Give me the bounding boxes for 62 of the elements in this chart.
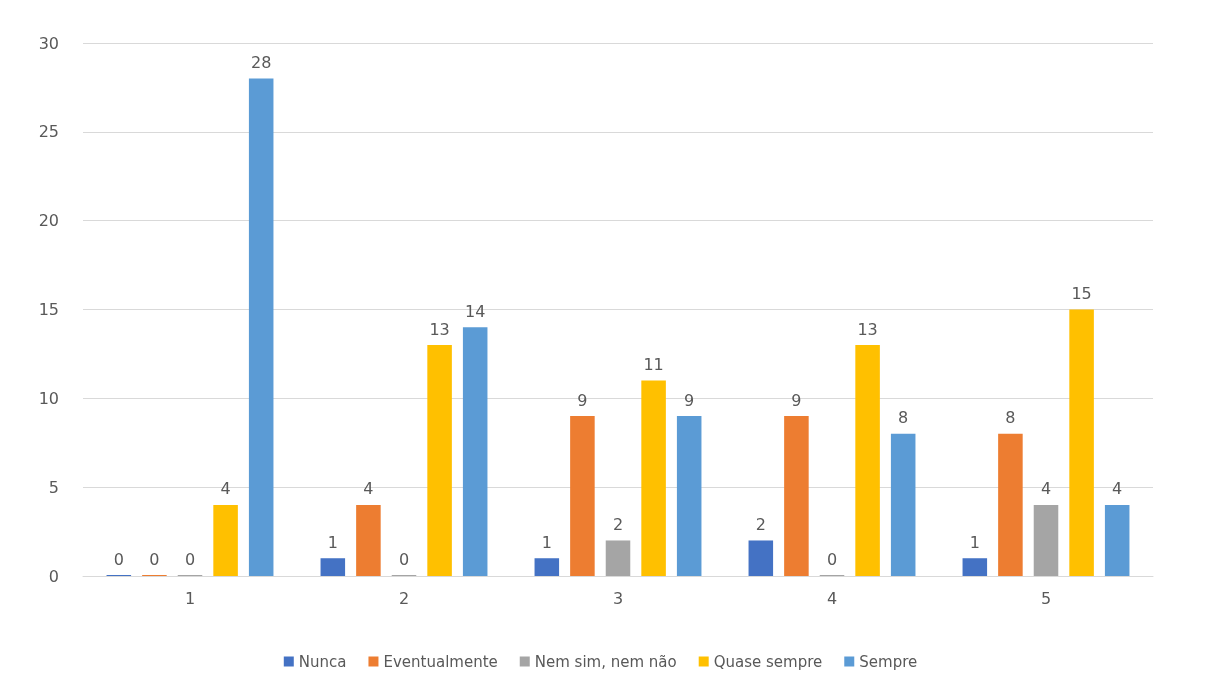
data-label: 8 [898,408,909,428]
data-label: 4 [220,479,231,499]
bar [676,416,702,576]
bar [998,433,1023,576]
data-label: 2 [755,514,766,534]
data-label: 0 [398,549,410,569]
x-tick-label: 5 [1040,588,1052,608]
data-label: 0 [184,549,196,569]
data-label: 9 [684,390,695,410]
bar [962,558,988,576]
data-label: 0 [149,549,160,569]
bar [784,416,809,576]
data-label: 11 [643,355,664,375]
bar [605,540,631,576]
data-label: 0 [826,549,838,569]
bar [248,78,274,576]
legend-label: Eventualmente [383,652,498,671]
bar [890,433,916,576]
bar [534,558,560,576]
legend-label: Nem sim, nem não [534,652,677,671]
data-label: 4 [1040,479,1052,499]
x-tick-label: 2 [398,588,410,608]
x-tick-label: 3 [612,588,624,608]
data-label: 15 [1071,284,1092,303]
legend-label: Nunca [298,652,347,671]
y-tick-label: 0 [48,566,59,586]
legend-label: Quase sempre [713,652,823,671]
legend-label: Sempre [859,652,918,671]
data-label: 14 [465,301,486,321]
data-label: 28 [251,53,272,73]
bar [356,504,381,576]
data-label: 8 [1005,408,1016,428]
x-tick-label: 1 [184,588,196,608]
data-label: 1 [327,532,338,552]
bar [1033,504,1059,576]
bar [855,345,880,576]
data-label: 13 [857,319,878,339]
data-label: 9 [791,390,802,410]
bar [748,540,774,576]
y-tick-label: 30 [38,33,59,53]
x-tick-label: 4 [826,588,838,608]
bar [427,345,452,576]
data-label: 0 [113,549,124,569]
bar [1069,309,1094,576]
y-tick-label: 20 [38,211,59,231]
bar [641,380,666,576]
data-label: 13 [429,319,450,339]
data-label: 4 [1112,479,1123,499]
bar [1104,504,1130,576]
bar [320,558,346,576]
y-tick-label: 15 [38,300,59,319]
data-label: 1 [969,532,980,552]
y-tick-label: 5 [48,477,59,497]
y-tick-label: 25 [38,122,59,142]
bar [462,327,488,576]
data-label: 9 [577,390,588,410]
bar [213,504,238,576]
data-label: 2 [612,514,624,534]
bar [570,416,595,576]
data-label: 1 [541,532,552,552]
y-tick-label: 10 [38,388,59,408]
data-label: 4 [363,479,374,499]
